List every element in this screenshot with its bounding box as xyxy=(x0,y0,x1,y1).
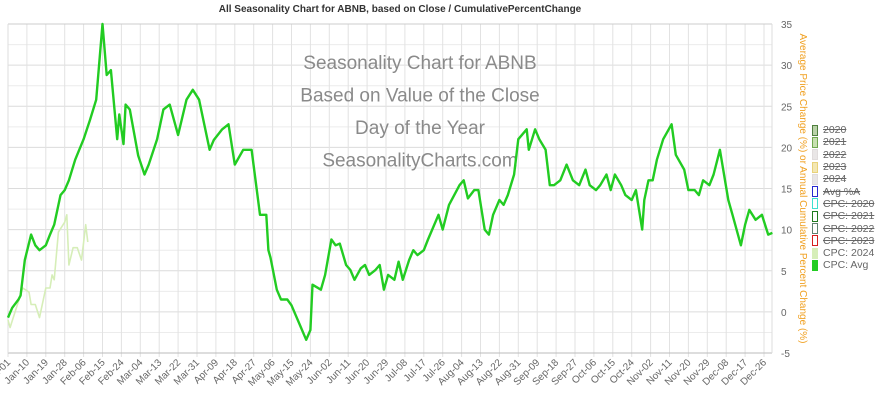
legend-item-avg-a[interactable]: Avg %A xyxy=(812,185,874,198)
y-tick-label: 35 xyxy=(781,20,793,31)
watermark-line: Day of the Year xyxy=(355,118,486,139)
legend-item-cpc-2024[interactable]: CPC: 2024 xyxy=(812,247,874,259)
y-axis-title: Average Price Change (%) or Annual Cumul… xyxy=(797,34,808,344)
y-tick-label: 25 xyxy=(781,102,793,113)
chart-title: All Seasonality Chart for ABNB, based on… xyxy=(218,4,582,15)
y-tick-label: 30 xyxy=(781,61,793,72)
legend-label: CPC: Avg xyxy=(823,259,869,272)
legend-label: CPC: 2024 xyxy=(823,247,875,260)
legend-swatch xyxy=(812,136,818,148)
legend-label: 2024 xyxy=(823,173,847,186)
legend-label: 2022 xyxy=(823,148,847,161)
legend-item-2022[interactable]: 2022 xyxy=(812,149,874,161)
watermark-line: Seasonality Chart for ABNB xyxy=(303,53,536,74)
legend-label: CPC: 2023 xyxy=(823,234,875,247)
legend-label: CPC: 2021 xyxy=(823,210,875,223)
y-tick-label: 15 xyxy=(781,185,793,196)
legend-swatch xyxy=(812,161,818,173)
legend-item-2023[interactable]: 2023 xyxy=(812,161,874,173)
series-line-cpc-2024 xyxy=(7,214,89,329)
legend-swatch xyxy=(812,247,818,259)
watermark-line: SeasonalityCharts.com xyxy=(322,151,517,172)
legend-swatch xyxy=(812,210,818,222)
legend-label: CPC: 2020 xyxy=(823,197,875,210)
legend-swatch xyxy=(812,223,818,235)
legend-swatch xyxy=(812,198,818,210)
legend-item-2024[interactable]: 2024 xyxy=(812,173,874,185)
legend-item-cpc-avg[interactable]: CPC: Avg xyxy=(812,259,874,271)
series-line-cpc-avg xyxy=(6,22,773,341)
legend-swatch xyxy=(812,124,818,136)
y-tick-label: 5 xyxy=(781,267,787,278)
legend-swatch xyxy=(812,186,818,198)
legend-swatch xyxy=(812,259,818,271)
y-tick-label: -5 xyxy=(781,349,790,360)
y-tick-label: 0 xyxy=(781,308,787,319)
y-tick-label: 20 xyxy=(781,143,793,154)
legend-item-cpc-2021[interactable]: CPC: 2021 xyxy=(812,210,874,222)
legend-swatch xyxy=(812,235,818,247)
legend-swatch xyxy=(812,149,818,161)
legend-swatch xyxy=(812,173,818,185)
legend: 2020 2021 2022 2023 2024 Avg %A CPC: 2020 CPC: … xyxy=(812,124,874,272)
legend-item-2021[interactable]: 2021 xyxy=(812,136,874,148)
legend-item-cpc-2020[interactable]: CPC: 2020 xyxy=(812,198,874,210)
legend-label: 2020 xyxy=(823,124,847,137)
legend-item-2020[interactable]: 2020 xyxy=(812,124,874,136)
legend-item-cpc-2022[interactable]: CPC: 2022 xyxy=(812,222,875,235)
legend-label: Avg %A xyxy=(823,185,861,198)
y-tick-label: 10 xyxy=(781,226,793,237)
legend-label: CPC: 2022 xyxy=(823,222,875,235)
legend-label: 2021 xyxy=(823,136,847,149)
legend-item-cpc-2023[interactable]: CPC: 2023 xyxy=(812,235,874,247)
legend-label: 2023 xyxy=(823,161,847,174)
watermark-line: Based on Value of the Close xyxy=(300,86,539,107)
